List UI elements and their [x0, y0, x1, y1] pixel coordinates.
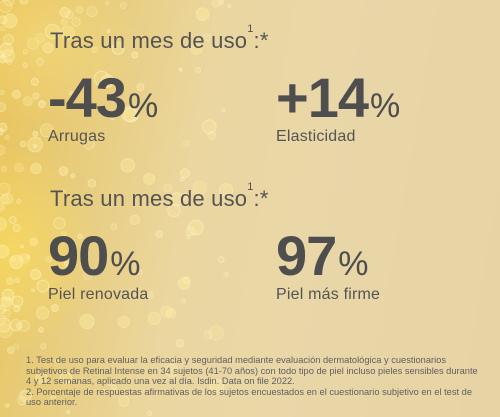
stat-label: Arrugas: [48, 128, 106, 145]
stat-unit: %: [338, 245, 369, 283]
footnotes: 1. Test de uso para evaluar la eficacia …: [26, 355, 478, 408]
section2-heading: Tras un mes de uso1:*: [50, 180, 269, 211]
stat-renewed-skin: 90% Piel renovada: [48, 228, 148, 304]
stat-elasticity: +14% Elasticidad: [276, 70, 400, 146]
stat-value: 97: [276, 224, 337, 287]
stat-value: -43: [48, 66, 127, 129]
stat-label: Piel más firme: [276, 286, 381, 303]
stat-firmer-skin: 97% Piel más firme: [276, 228, 380, 304]
stat-value: +14: [276, 66, 369, 129]
stat-label: Elasticidad: [276, 128, 356, 145]
stat-value: 90: [48, 224, 109, 287]
footnote-1: 1. Test de uso para evaluar la eficacia …: [26, 355, 478, 386]
stat-wrinkles: -43% Arrugas: [48, 70, 158, 146]
stat-unit: %: [110, 245, 141, 283]
stat-unit: %: [370, 87, 401, 125]
section1-heading: Tras un mes de uso1:*: [50, 22, 269, 53]
footnote-2: 2. Porcentaje de respuestas afirmativas …: [26, 386, 472, 408]
stat-unit: %: [127, 87, 159, 125]
stat-label: Piel renovada: [48, 286, 149, 303]
